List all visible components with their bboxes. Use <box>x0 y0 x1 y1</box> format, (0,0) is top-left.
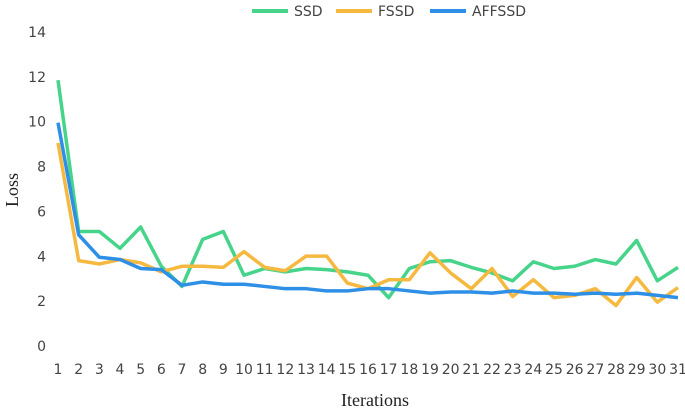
x-tick-label: 21 <box>462 362 480 378</box>
x-tick-label: 9 <box>219 362 228 378</box>
x-tick-label: 13 <box>297 362 315 378</box>
x-tick-label: 28 <box>607 362 625 378</box>
x-tick-label: 16 <box>359 362 377 378</box>
x-tick-label: 31 <box>669 362 685 378</box>
x-tick-label: 11 <box>256 362 274 378</box>
x-tick-label: 5 <box>136 362 145 378</box>
x-tick-label: 24 <box>524 362 542 378</box>
x-tick-label: 1 <box>54 362 63 378</box>
line-series <box>56 142 680 308</box>
x-tick-label: 23 <box>504 362 522 378</box>
x-tick-label: 18 <box>400 362 418 378</box>
x-tick-label: 30 <box>648 362 666 378</box>
y-tick-label: 10 <box>28 115 46 131</box>
x-tick-label: 14 <box>318 362 336 378</box>
y-tick-label: 2 <box>37 294 46 310</box>
x-tick-label: 7 <box>178 362 187 378</box>
y-tick-label: 14 <box>28 25 46 41</box>
y-tick-label: 4 <box>37 249 46 265</box>
legend-label: FSSD <box>378 4 414 20</box>
x-tick-label: 3 <box>95 362 104 378</box>
x-tick-label: 15 <box>338 362 356 378</box>
x-tick-label: 26 <box>566 362 584 378</box>
x-tick-label: 2 <box>74 362 83 378</box>
y-axis-label: Loss <box>2 173 22 207</box>
y-tick-label: 12 <box>28 70 46 86</box>
x-tick-label: 12 <box>276 362 294 378</box>
x-tick-label: 25 <box>545 362 563 378</box>
x-tick-label: 8 <box>198 362 207 378</box>
line-series <box>56 79 679 300</box>
x-tick-label: 22 <box>483 362 501 378</box>
x-tick-label: 6 <box>157 362 166 378</box>
legend-label: AFFSSD <box>472 4 526 20</box>
x-tick-label: 20 <box>442 362 460 378</box>
line-series <box>56 122 679 300</box>
x-tick-label: 4 <box>116 362 125 378</box>
legend-label: SSD <box>294 4 323 20</box>
x-tick-label: 17 <box>380 362 398 378</box>
x-axis-label: Iterations <box>341 390 409 410</box>
x-tick-label: 27 <box>586 362 604 378</box>
y-tick-label: 6 <box>37 204 46 220</box>
y-tick-label: 0 <box>37 339 46 355</box>
x-tick-label: 29 <box>628 362 646 378</box>
x-tick-label: 10 <box>235 362 253 378</box>
y-tick-label: 8 <box>37 160 46 176</box>
x-tick-label: 19 <box>421 362 439 378</box>
